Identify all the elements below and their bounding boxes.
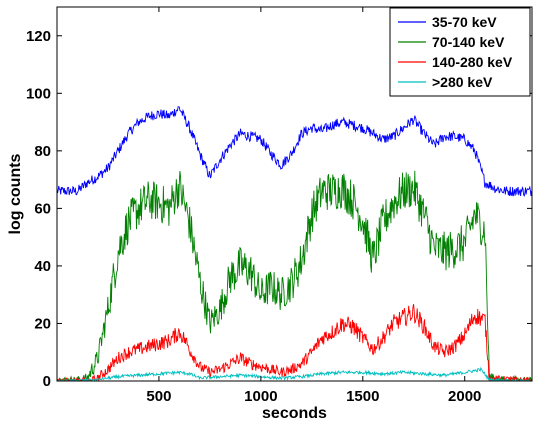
legend: 35-70 keV 70-140 keV 140-280 keV >280 keV: [389, 7, 531, 97]
legend-entry: 70-140 keV: [432, 34, 505, 50]
x-tick-label: 500: [146, 388, 171, 405]
x-tick-label: 2000: [448, 388, 481, 405]
legend-entry: 140-280 keV: [432, 54, 513, 70]
legend-entry: 35-70 keV: [432, 14, 497, 30]
y-axis-ticks: 0 20 40 60 80 100 120: [26, 28, 532, 390]
y-axis-label: log counts: [7, 153, 24, 234]
y-tick-label: 100: [26, 85, 51, 102]
y-tick-label: 40: [34, 258, 51, 275]
series-line-2: [57, 304, 532, 381]
series-line-3: [57, 366, 532, 381]
legend-box: [389, 7, 531, 97]
x-tick-label: 1000: [244, 388, 277, 405]
x-tick-label: 1500: [346, 388, 379, 405]
series-line-1: [57, 170, 532, 381]
series-line-0: [57, 106, 532, 197]
y-tick-label: 120: [26, 28, 51, 45]
x-axis-ticks: 500 1000 1500 2000: [146, 7, 481, 405]
x-axis-label: seconds: [262, 405, 327, 422]
legend-entry: >280 keV: [432, 74, 493, 90]
plot-frame: [56, 6, 533, 382]
y-tick-label: 0: [43, 373, 51, 390]
y-tick-label: 60: [34, 200, 51, 217]
y-tick-label: 80: [34, 143, 51, 160]
y-tick-label: 20: [34, 315, 51, 332]
series-layer: [57, 106, 532, 381]
